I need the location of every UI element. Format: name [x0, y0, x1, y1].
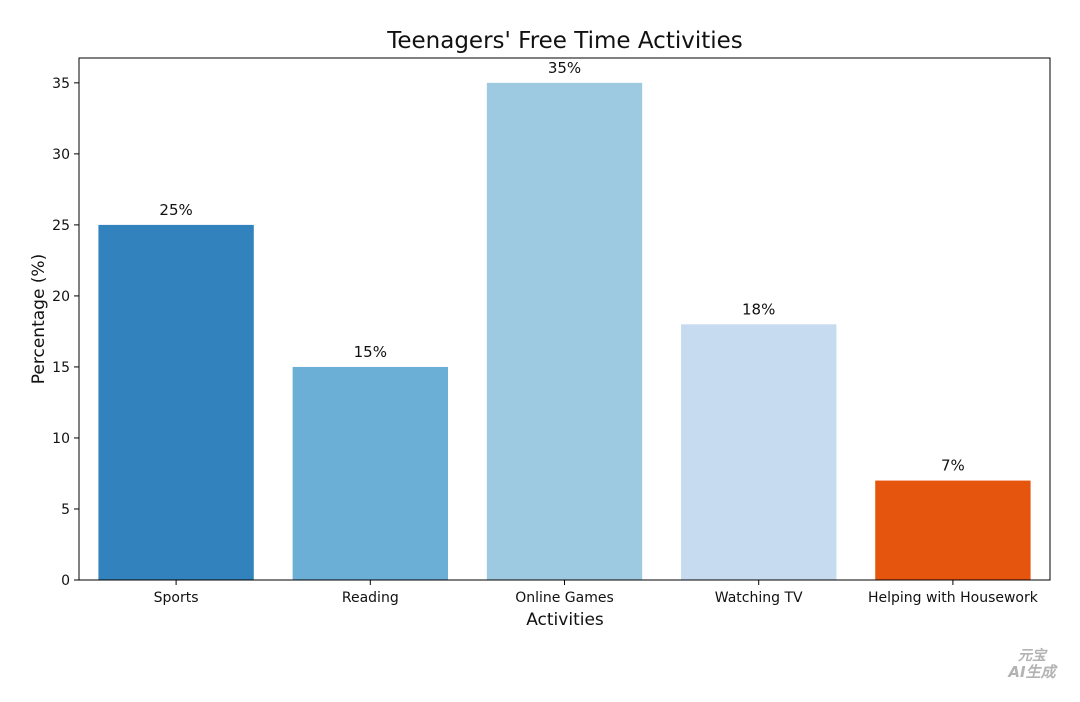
- bar-3: [681, 324, 837, 580]
- y-tick-label-7: 35: [52, 76, 70, 92]
- x-axis-label: Activities: [526, 610, 604, 630]
- x-tick-label-2: Online Games: [515, 590, 614, 606]
- watermark-line-2: AI生成: [1008, 663, 1056, 681]
- data-label-0: 25%: [159, 201, 192, 219]
- chart-title: Teenagers' Free Time Activities: [386, 28, 743, 54]
- plot-frame: [78, 57, 1051, 581]
- ai-generated-watermark: 元宝 AI生成: [1004, 648, 1060, 682]
- y-tick-label-2: 10: [52, 431, 70, 447]
- data-label-2: 35%: [548, 59, 581, 77]
- plot-area: 25% Sports 15% Reading 35% Online Games 18% Wat…: [52, 57, 1051, 606]
- y-tick-label-3: 15: [52, 360, 70, 376]
- bar-1: [292, 366, 448, 580]
- bar-2: [486, 82, 643, 580]
- x-tick-label-3: Watching TV: [715, 590, 803, 606]
- bar-0: [98, 224, 254, 581]
- y-tick-label-6: 30: [52, 147, 70, 163]
- x-tick-label-1: Reading: [342, 590, 399, 606]
- y-axis-label: Percentage (%): [29, 254, 49, 384]
- data-label-1: 15%: [354, 343, 387, 361]
- bar-4: [875, 480, 1031, 580]
- data-label-4: 7%: [941, 457, 965, 475]
- y-tick-label-5: 25: [52, 218, 70, 234]
- x-tick-label-0: Sports: [154, 590, 199, 606]
- data-label-3: 18%: [742, 300, 775, 318]
- watermark-line-1: 元宝: [1018, 648, 1046, 664]
- y-tick-label-1: 5: [61, 502, 70, 518]
- y-tick-label-0: 0: [61, 573, 70, 589]
- y-tick-label-4: 20: [52, 289, 70, 305]
- x-tick-label-4: Helping with Housework: [868, 590, 1039, 606]
